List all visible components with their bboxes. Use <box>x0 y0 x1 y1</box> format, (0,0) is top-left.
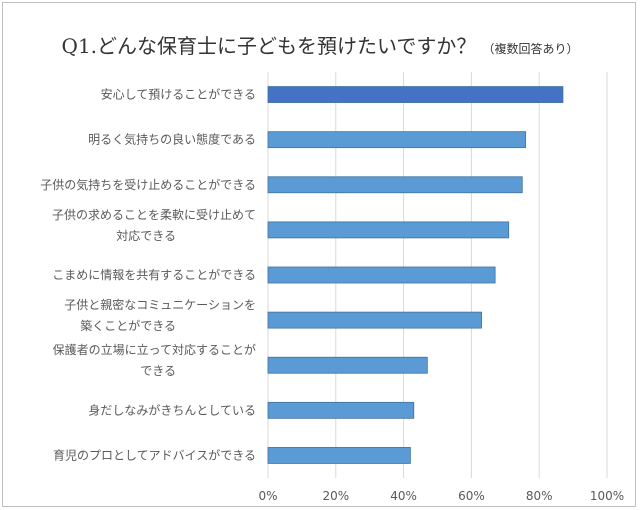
x-tick-label: 20% <box>322 489 349 503</box>
x-tick-labels: 0% 20% 40% 60% 80% 100% <box>258 489 624 503</box>
bar <box>267 86 564 103</box>
category-label-line: 保護者の立場に立って対応することが <box>53 342 256 357</box>
bar <box>267 401 415 419</box>
x-tick-label: 0% <box>258 489 277 503</box>
category-label-line: 対応できる <box>116 229 176 243</box>
category-label-line: 子供の求めることを柔軟に受け止めて <box>52 207 256 222</box>
bar <box>267 447 411 464</box>
bar <box>267 176 523 194</box>
category-labels: 安心して預けることができる明るく気持ちの良い態度である子供の気持ちを受け止めるこ… <box>40 87 256 463</box>
category-label: 保護者の立場に立って対応することができる <box>53 342 256 378</box>
bar <box>267 266 496 284</box>
category-label-line: 築くことができる <box>80 318 176 333</box>
bar <box>267 131 527 149</box>
bar <box>267 356 428 374</box>
category-label: 子供の気持ちを受け止めることができる <box>40 177 256 192</box>
chart-title: Q1.どんな保育士に子どもを預けたいですか？ （複数回答あり） <box>0 30 640 59</box>
category-label: こまめに情報を共有することができる <box>52 267 256 282</box>
x-tick-label: 40% <box>390 489 417 503</box>
x-tick-label: 80% <box>526 489 553 503</box>
bars <box>267 86 564 464</box>
bar <box>267 221 510 239</box>
category-label-line: 子供と親密なコミュニケーションを <box>64 297 256 312</box>
category-label: 子供の求めることを柔軟に受け止めて対応できる <box>52 207 256 243</box>
x-tick-label: 60% <box>458 489 485 503</box>
chart-subtitle: （複数回答あり） <box>482 42 579 56</box>
bar <box>267 311 482 329</box>
x-tick-label: 100% <box>590 489 624 503</box>
category-label: 明るく気持ちの良い態度である <box>88 132 256 147</box>
category-label: 子供と親密なコミュニケーションを築くことができる <box>64 297 256 333</box>
category-label: 身だしなみがきちんとしている <box>88 402 256 417</box>
category-label-line: できる <box>140 364 176 378</box>
chart-title-main: Q1.どんな保育士に子どもを預けたいですか？ <box>61 34 477 58</box>
category-label: 安心して預けることができる <box>101 87 256 102</box>
category-label: 育児のプロとしてアドバイスができる <box>53 447 256 462</box>
